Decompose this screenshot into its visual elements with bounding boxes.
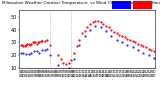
Text: Milwaukee Weather Outdoor Temperature  vs Wind Chill  per Minute  (24 Hours): Milwaukee Weather Outdoor Temperature vs… xyxy=(2,1,160,5)
